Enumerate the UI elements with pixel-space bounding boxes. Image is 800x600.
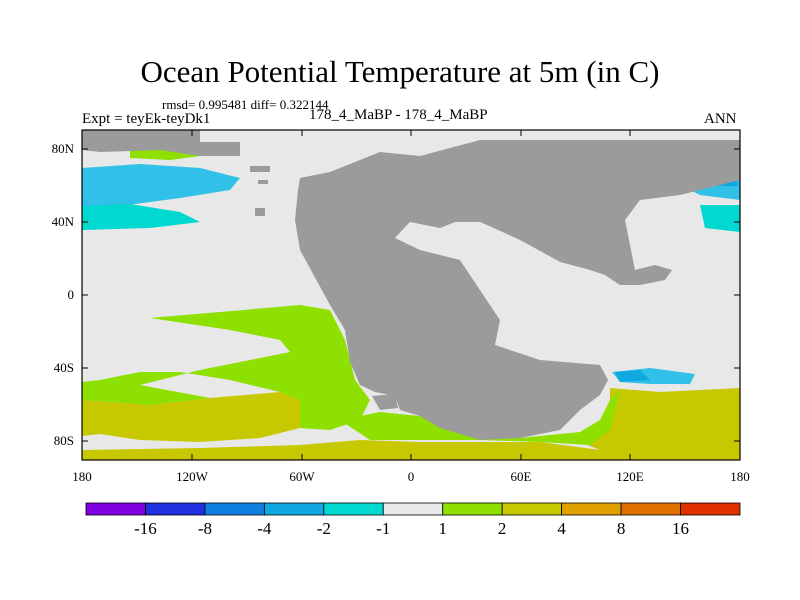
olive-band-south2 (82, 440, 740, 460)
colorbar-box (85, 502, 146, 516)
olive-band-southeast (580, 388, 740, 450)
colorbar-label: 2 (497, 519, 507, 538)
colorbar-box (263, 502, 325, 516)
colorbar-box (442, 502, 503, 516)
y-tick-label: 40S (53, 360, 74, 375)
colorbar-box (323, 502, 384, 516)
colorbar-label: 1 (438, 519, 447, 538)
x-tick-label: 0 (407, 469, 415, 484)
colorbar-box (561, 502, 622, 516)
green-south-atlantic (82, 305, 370, 430)
x-tick-label: 120W (176, 469, 208, 484)
colorbar-box (620, 502, 681, 516)
colorbar-label: 16 (672, 519, 690, 538)
colorbar-box (204, 502, 265, 516)
map-title: Ocean Potential Temperature at 5m (in C) (140, 54, 660, 89)
axis-ticks (81, 130, 741, 460)
x-tick-label: 180 (72, 469, 92, 484)
experiment-label: Expt = teyEk-teyDk1 (82, 111, 211, 127)
olive-band-south (82, 392, 300, 442)
land-south-tip (372, 394, 398, 410)
case-label: 178_4_MaBP - 178_4_MaBP (309, 107, 488, 123)
inland-sea (395, 222, 590, 272)
x-tick-label: 60E (510, 469, 532, 484)
cyan-east2 (700, 205, 740, 232)
y-tick-label: 80S (53, 433, 74, 448)
y-tick-label: 0 (67, 287, 75, 302)
colorbar-label: -4 (257, 519, 272, 538)
colorbar-box (382, 502, 444, 516)
cyan-north-atlantic (82, 164, 240, 208)
land-north-isle (250, 166, 270, 172)
inland-sea-2 (460, 260, 540, 320)
colorbar-box (680, 502, 741, 516)
colorbar-label: -1 (376, 519, 391, 538)
map-panel (81, 129, 741, 461)
land-isle-small2 (258, 180, 268, 184)
colorbar-label: -16 (134, 519, 157, 538)
cyan-north-atlantic2 (82, 204, 200, 230)
colorbar-label: -2 (316, 519, 331, 538)
y-tick-label: 80N (51, 141, 74, 156)
season-label: ANN (704, 111, 737, 127)
blue-southeast (615, 370, 650, 382)
land-isle-small (255, 208, 265, 216)
colorbar-label: 8 (616, 519, 626, 538)
x-tick-label: 180 (730, 469, 750, 484)
x-tick-label: 120E (616, 469, 644, 484)
y-tick-label: 40N (51, 214, 74, 229)
land-north-strip (82, 130, 240, 156)
x-tick-label: 60W (289, 469, 315, 484)
colorbar-box (501, 502, 563, 516)
green-south-ring (340, 390, 620, 445)
stats-line: rmsd= 0.995481 diff= 0.322144 (162, 97, 329, 112)
colorbar-label: -8 (197, 519, 212, 538)
colorbar-box (145, 502, 206, 516)
land-main-continent (295, 140, 740, 440)
colorbar (85, 502, 741, 516)
colorbar-label: 4 (557, 519, 566, 538)
